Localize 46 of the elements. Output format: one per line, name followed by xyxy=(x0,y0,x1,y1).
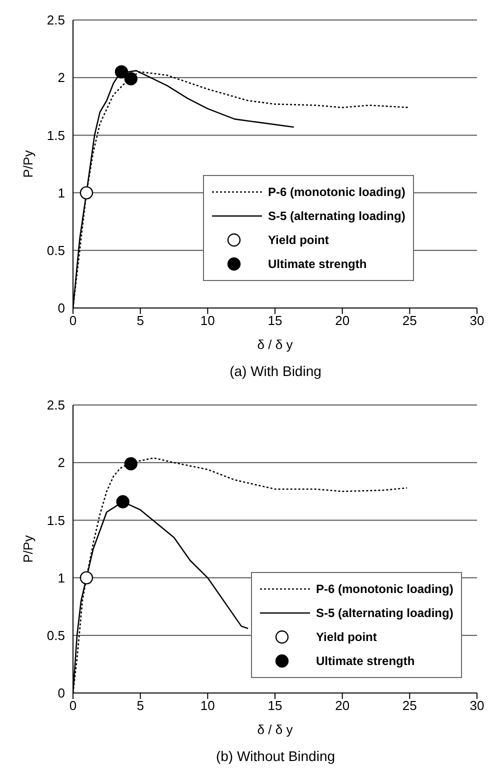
legend-label: Ultimate strength xyxy=(268,257,367,271)
y-tick-label: 0 xyxy=(58,300,65,316)
legend-label: P-6 (monotonic loading) xyxy=(268,185,406,199)
x-tick-label: 0 xyxy=(69,698,77,714)
text: (a) With Biding xyxy=(228,363,322,379)
y-tick-label: 0.5 xyxy=(46,628,65,644)
legend-label: S-5 (alternating loading) xyxy=(316,606,454,620)
x-axis-title: δ / δ y xyxy=(257,337,294,352)
x-tick-label: 15 xyxy=(268,698,282,714)
y-tick-label: 1.5 xyxy=(46,128,65,143)
x-tick-label: 0 xyxy=(69,313,77,328)
y-axis-title: P/Py xyxy=(20,150,36,178)
y-tick-label: 1 xyxy=(58,570,65,586)
y-tick-label: 1 xyxy=(58,185,65,200)
point xyxy=(124,457,138,470)
y-axis-title: P/Py xyxy=(20,534,36,563)
x-axis-title: δ / δ y xyxy=(257,722,294,737)
legend-label: S-5 (alternating loading) xyxy=(268,209,406,223)
y-tick-label: 2.5 xyxy=(46,398,65,413)
x-tick-label: 5 xyxy=(136,313,144,328)
x-tick-label: 30 xyxy=(470,313,484,328)
y-tick-label: 0.5 xyxy=(46,243,65,258)
x-tick-label: 15 xyxy=(268,313,282,328)
x-tick-label: 25 xyxy=(402,313,417,328)
x-tick-label: 10 xyxy=(200,313,215,328)
legend-label: Ultimate strength xyxy=(316,654,415,668)
x-tick-label: 30 xyxy=(470,698,484,714)
point xyxy=(124,72,138,86)
y-tick-label: 2 xyxy=(58,455,65,470)
x-tick-label: 20 xyxy=(335,698,350,714)
point xyxy=(80,186,94,200)
x-tick-label: 20 xyxy=(335,313,350,328)
legend-label: Yield point xyxy=(268,233,329,247)
point xyxy=(80,571,94,584)
x-tick-label: 5 xyxy=(136,698,144,714)
y-tick-label: 2.5 xyxy=(46,12,65,28)
y-tick-label: 1.5 xyxy=(46,512,65,528)
legend-label: Yield point xyxy=(316,630,377,644)
x-tick-label: 10 xyxy=(200,698,215,714)
point xyxy=(114,65,128,78)
y-tick-label: 0 xyxy=(58,686,65,701)
legend-label: P-6 (monotonic loading) xyxy=(316,582,454,596)
y-tick-label: 2 xyxy=(58,70,65,86)
point xyxy=(116,495,130,508)
x-tick-label: 25 xyxy=(402,698,417,714)
text: (b) Without Binding xyxy=(214,748,336,764)
